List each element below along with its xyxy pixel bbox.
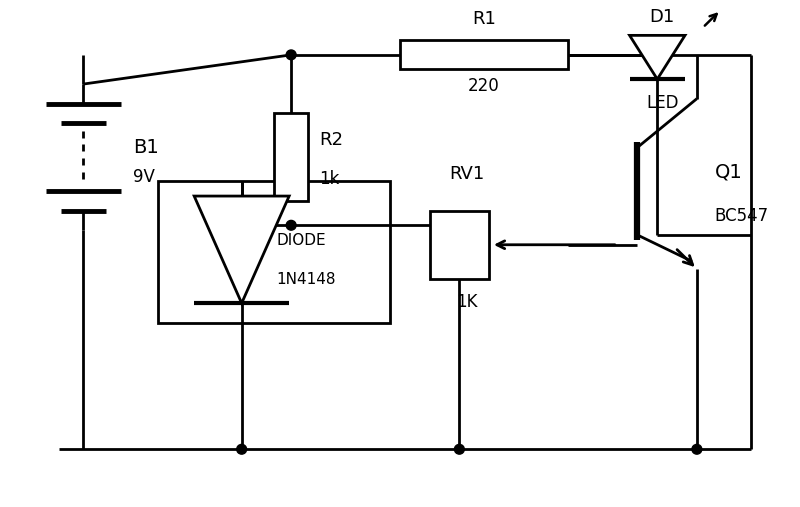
Bar (430, 211, 489, 279)
Text: DIODE: DIODE (276, 233, 326, 248)
Bar (158, 182, 390, 322)
Text: 220: 220 (468, 77, 500, 95)
Bar (274, 113, 309, 201)
Text: BC547: BC547 (714, 206, 769, 225)
Text: R2: R2 (319, 131, 343, 149)
Text: LED: LED (646, 94, 678, 112)
Circle shape (237, 445, 246, 454)
Text: 9V: 9V (133, 168, 154, 186)
Circle shape (454, 445, 464, 454)
Text: Q1: Q1 (714, 162, 742, 181)
Text: RV1: RV1 (450, 165, 485, 184)
Text: 1N4148: 1N4148 (276, 272, 336, 287)
Circle shape (286, 50, 296, 60)
Text: B1: B1 (133, 138, 158, 157)
Circle shape (286, 221, 296, 230)
Text: 1k: 1k (319, 169, 339, 188)
Polygon shape (630, 35, 685, 79)
Circle shape (692, 445, 702, 454)
Text: 1K: 1K (457, 294, 478, 311)
Text: D1: D1 (650, 8, 675, 26)
Bar (400, 40, 568, 69)
Text: R1: R1 (472, 10, 496, 27)
Polygon shape (194, 196, 289, 303)
